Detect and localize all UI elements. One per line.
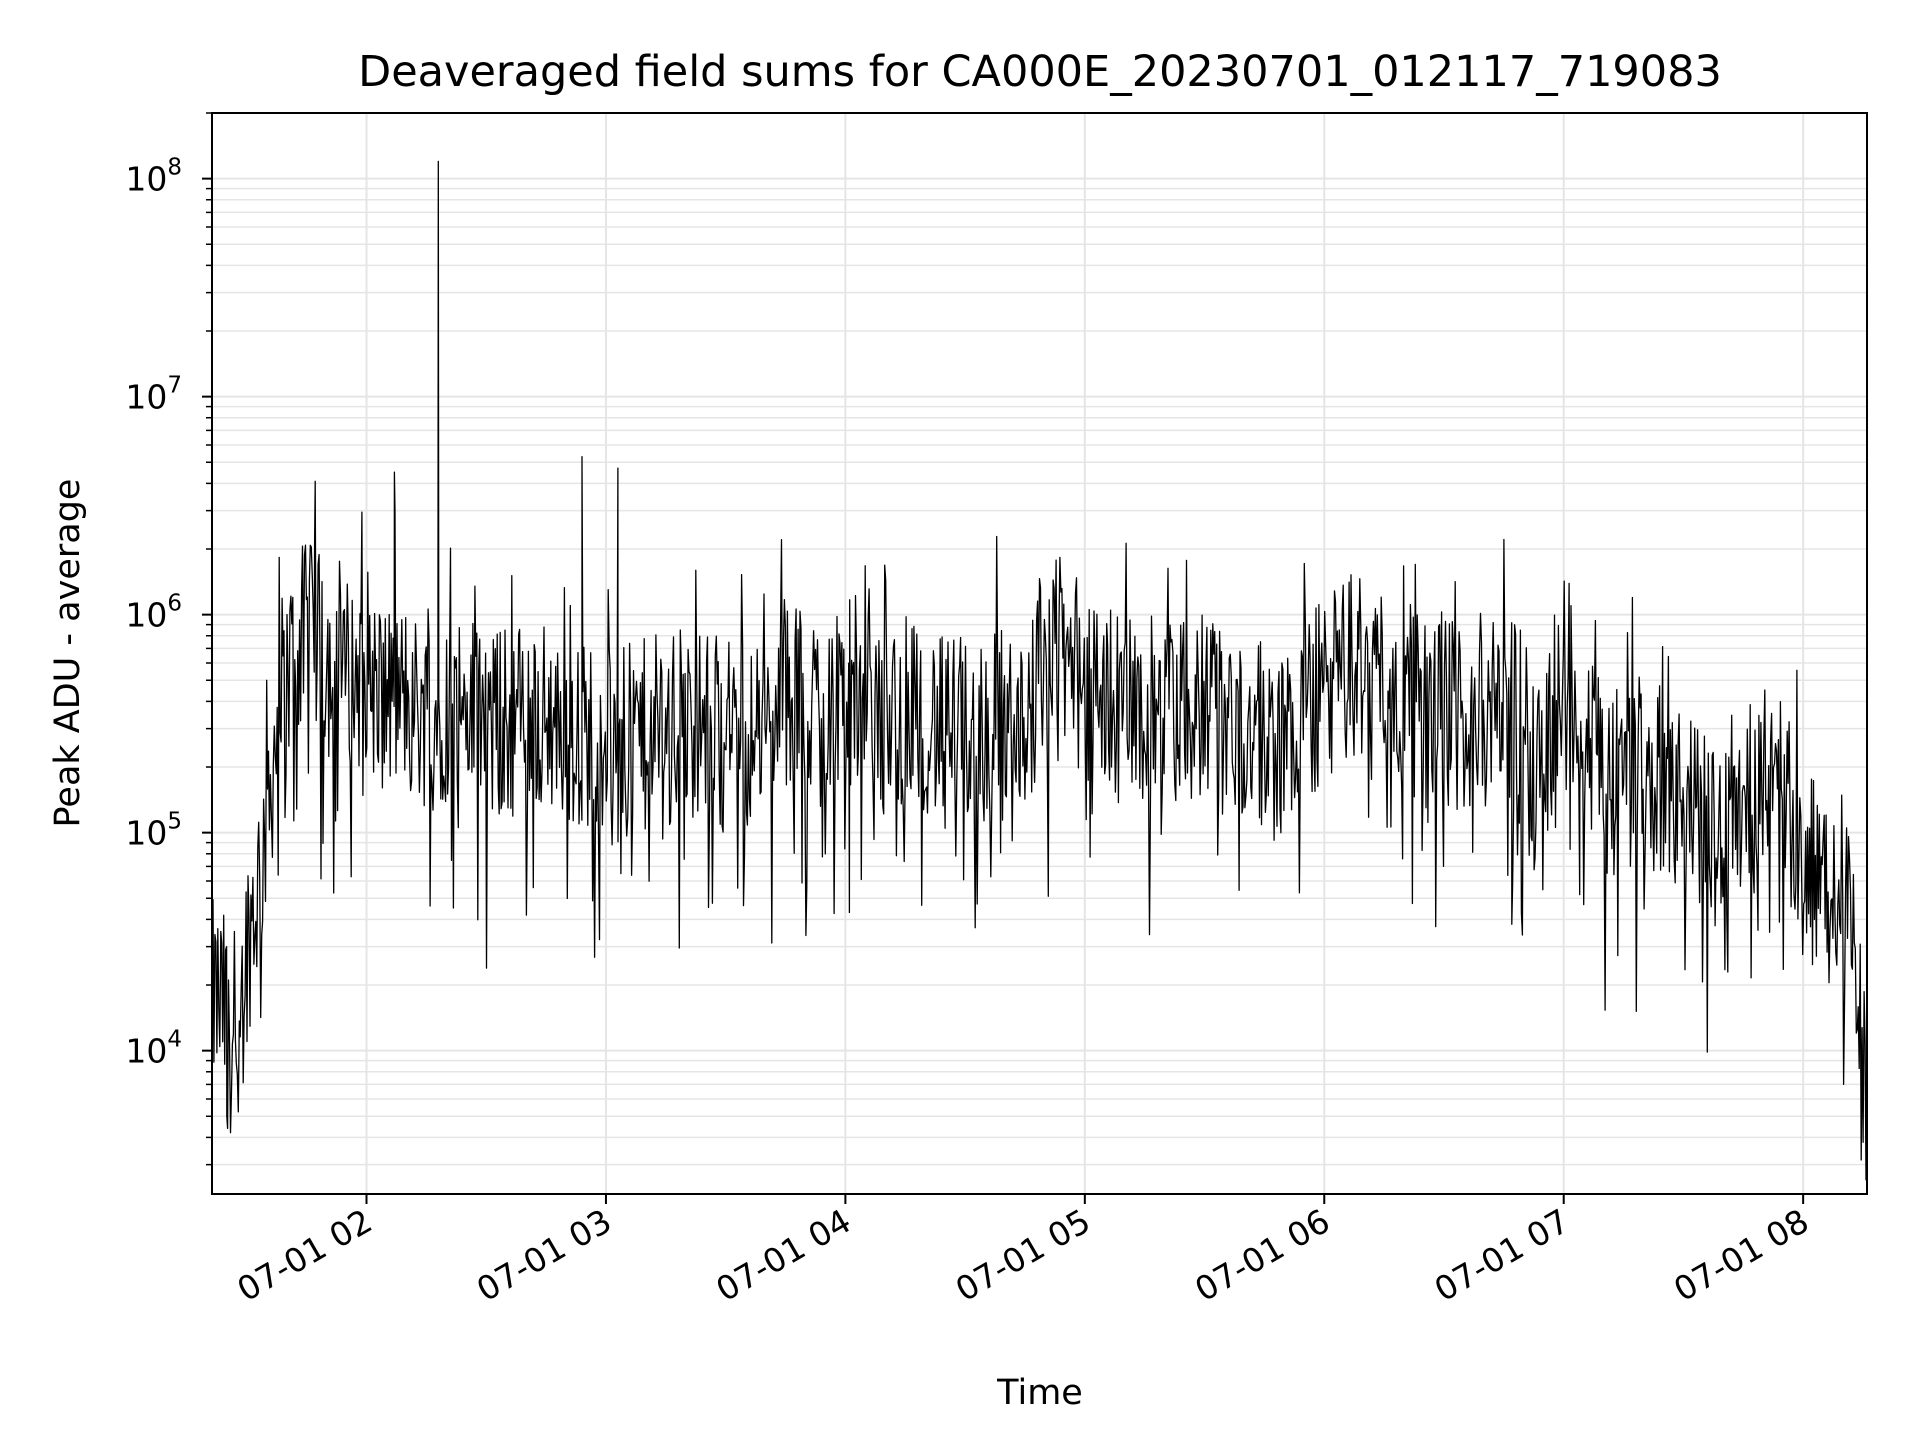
series-line <box>211 160 1868 1181</box>
grid <box>212 112 1867 1194</box>
data-series <box>211 160 1868 1181</box>
y-axis: 104 105 106 107 108 <box>125 112 212 1166</box>
plot-frame <box>211 112 1868 1195</box>
x-axis-label: Time <box>996 1373 1083 1413</box>
chart-title: Deaveraged field sums for CA000E_2023070… <box>358 47 1722 97</box>
y-tick-label: 107 <box>125 373 182 417</box>
y-tick-label: 105 <box>125 809 182 853</box>
y-tick-label: 108 <box>125 155 182 199</box>
y-axis-label: Peak ADU - average <box>48 479 88 828</box>
y-tick-label: 104 <box>125 1027 182 1071</box>
y-tick-label: 106 <box>125 591 182 635</box>
